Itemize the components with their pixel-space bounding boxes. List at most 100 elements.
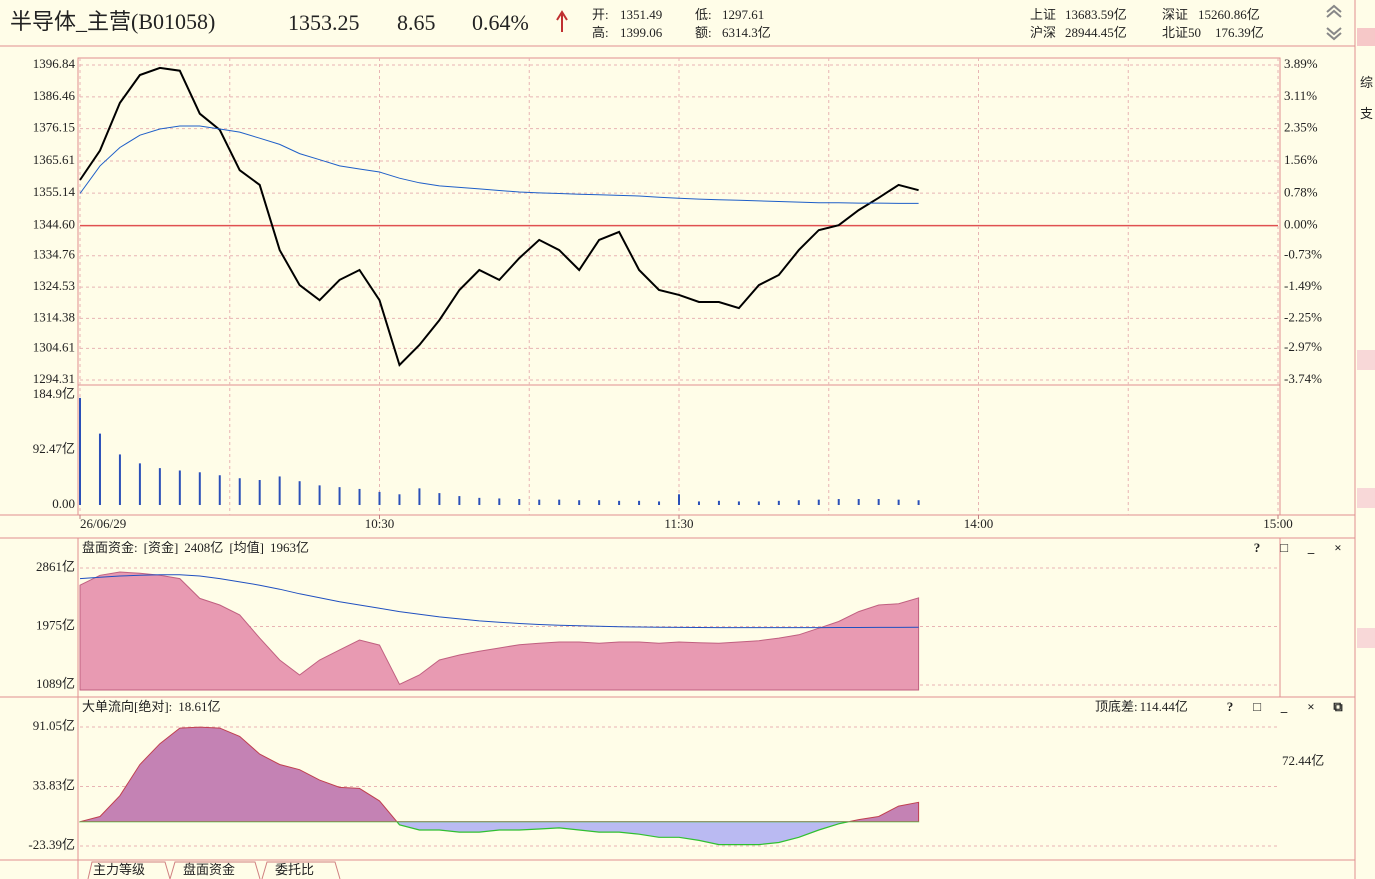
y-tick-label: 91.05亿 [33, 718, 75, 733]
sidebar-tab[interactable] [1357, 28, 1375, 46]
index-label: 上证 [1030, 7, 1056, 22]
panel-annotation: 1963亿 [270, 540, 309, 555]
y-tick-label: 1294.31 [33, 371, 75, 386]
index-value: 28944.45亿 [1065, 25, 1127, 40]
volume-bar [318, 485, 321, 505]
volume-bar [737, 501, 740, 505]
volume-bar [438, 493, 441, 505]
panel-control[interactable]: _ [1280, 699, 1288, 714]
panel-control[interactable]: × [1334, 540, 1341, 555]
volume-bar [358, 488, 361, 505]
volume-bar [578, 500, 581, 505]
y-tick-label: 184.9亿 [33, 386, 75, 401]
y2-tick-label: 3.11% [1284, 88, 1317, 103]
volume-bar [538, 499, 541, 505]
volume-bar [558, 499, 561, 505]
volume-bar [498, 498, 501, 505]
x-tick-label: 11:30 [664, 516, 693, 531]
quote-field: 1297.61 [722, 7, 764, 22]
volume-bar [678, 494, 680, 505]
volume-bar [338, 487, 341, 505]
index-label: 深证 [1162, 7, 1188, 22]
volume-bar [658, 501, 661, 505]
volume-bar [777, 500, 780, 505]
tab-label[interactable]: 盘面资金 [183, 862, 235, 877]
area-positive [79, 726, 920, 822]
y-tick-label: 1089亿 [36, 676, 75, 691]
volume-bar [458, 496, 461, 505]
side-label: 72.44亿 [1282, 753, 1324, 768]
tab-label[interactable]: 主力等级 [93, 862, 145, 877]
index-value: 15260.86亿 [1198, 7, 1260, 22]
panel-control[interactable]: × [1307, 699, 1314, 714]
y-tick-label: 1304.61 [33, 339, 75, 354]
volume-bar [797, 500, 800, 505]
x-tick-label: 15:00 [1263, 516, 1293, 531]
sidebar-tab[interactable] [1357, 628, 1375, 648]
volume-bar [877, 499, 880, 505]
line [79, 574, 919, 629]
y2-tick-label: 3.89% [1284, 56, 1318, 71]
y2-tick-label: 1.56% [1284, 152, 1318, 167]
line [79, 125, 919, 204]
sidebar-tab[interactable] [1357, 350, 1375, 370]
last-price: 1353.25 [288, 10, 360, 35]
quote-field: 低: [695, 7, 712, 22]
change: 8.65 [397, 10, 436, 35]
panel-title: 盘面资金: [82, 540, 138, 555]
panel-control[interactable]: ? [1254, 540, 1261, 555]
y2-tick-label: 0.00% [1284, 217, 1318, 232]
panel-annotation: 顶底差: [1095, 699, 1138, 714]
y-tick-label: 0.00 [52, 496, 75, 511]
volume-bar [158, 468, 161, 505]
panel-annotation: 18.61亿 [178, 699, 220, 714]
volume-bar [238, 478, 241, 505]
sidebar-label: 支 [1360, 106, 1373, 121]
y-tick-label: 1314.38 [33, 309, 75, 324]
volume-bar [378, 491, 381, 505]
volume-bar [837, 499, 840, 505]
volume-bar [757, 501, 760, 505]
volume-bar [198, 472, 201, 505]
volume-bar [218, 475, 221, 505]
volume-bar [478, 497, 481, 505]
volume-bar [618, 500, 621, 505]
sidebar-tab[interactable] [1357, 488, 1375, 508]
volume-bar [638, 500, 641, 505]
panel-annotation: 2408亿 [184, 540, 223, 555]
y2-tick-label: -3.74% [1284, 371, 1322, 386]
sidebar-label: 综 [1360, 75, 1373, 90]
index-label: 北证50 [1162, 25, 1201, 40]
volume-bar [298, 481, 301, 505]
y2-tick-label: -2.25% [1284, 309, 1322, 324]
line [79, 66, 919, 367]
x-tick-label: 26/06/29 [80, 516, 126, 531]
x-tick-label: 10:30 [365, 516, 395, 531]
volume-bar [178, 470, 181, 505]
panel-control[interactable]: ? [1227, 699, 1234, 714]
quote-field: 1351.49 [620, 7, 662, 22]
quote-field: 额: [695, 25, 712, 40]
index-name: 半导体_主营(B01058) [10, 9, 215, 34]
panel-control[interactable]: □ [1280, 540, 1288, 555]
panel-control[interactable]: _ [1307, 540, 1315, 555]
y-tick-label: 1355.14 [33, 184, 76, 199]
panel-control[interactable]: ⧉ [1333, 699, 1343, 714]
volume-bar [598, 500, 601, 505]
scroll-icon[interactable] [1326, 4, 1342, 41]
y2-tick-label: -2.97% [1284, 339, 1322, 354]
area [79, 571, 920, 691]
tab-label[interactable]: 委托比 [275, 862, 314, 877]
panel-control[interactable]: □ [1253, 699, 1261, 714]
area-negative [79, 821, 920, 846]
volume-bar [897, 499, 900, 505]
volume-bar [138, 463, 141, 505]
panel-annotation: 114.44亿 [1140, 699, 1188, 714]
y-tick-label: 1344.60 [33, 216, 75, 231]
index-value: 13683.59亿 [1065, 7, 1127, 22]
volume-bar [817, 499, 820, 505]
volume-bar [857, 499, 860, 505]
volume-bar [917, 500, 920, 505]
